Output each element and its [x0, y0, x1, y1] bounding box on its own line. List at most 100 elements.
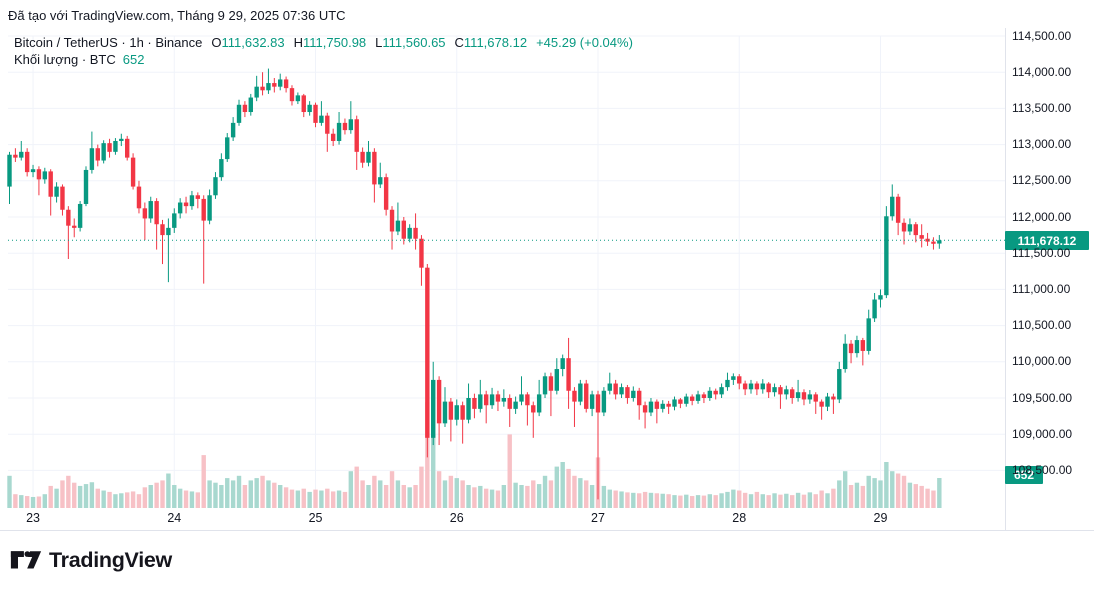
volume-bar — [201, 455, 206, 508]
candle-body — [672, 399, 677, 407]
time-axis-label: 26 — [449, 511, 464, 525]
candle-body — [895, 196, 901, 223]
volume-bar — [266, 480, 271, 508]
volume-bar — [707, 494, 713, 508]
candle-body — [436, 379, 442, 424]
volume-current-value: 652 — [122, 52, 145, 67]
candle-body — [42, 171, 48, 180]
candle-body — [48, 171, 53, 197]
volume-bar — [401, 485, 406, 508]
volume-bar — [931, 490, 936, 508]
volume-bar — [754, 491, 760, 508]
volume-bar — [625, 492, 630, 508]
price-axis-label: 109,500.00 — [1012, 390, 1073, 405]
volume-bar — [183, 490, 189, 508]
volume-bar — [325, 488, 330, 508]
candle-body — [601, 390, 607, 413]
candle-body — [589, 394, 595, 409]
candle-body — [54, 186, 59, 197]
volume-bar — [466, 485, 471, 508]
candle-body — [177, 202, 183, 214]
volume-bar — [501, 485, 507, 508]
open-value: O111,632.83 — [211, 35, 285, 50]
volume-bar — [878, 480, 883, 508]
volume-bar — [925, 488, 930, 508]
volume-label: Khối lượng · BTC — [14, 52, 116, 67]
candle-body — [613, 383, 618, 395]
volume-bar — [866, 475, 871, 508]
volume-bar — [790, 495, 795, 508]
volume-bar — [831, 488, 836, 508]
close-value: C111,678.12 — [454, 35, 528, 50]
candle-body — [130, 157, 136, 187]
candle-body — [725, 379, 730, 388]
tradingview-logo-icon — [10, 550, 42, 569]
volume-bar — [548, 480, 554, 508]
volume-bar — [319, 490, 324, 508]
candle-body — [272, 83, 277, 87]
volume-bar — [372, 475, 377, 508]
price-axis-separator — [1005, 28, 1006, 530]
candle-body — [707, 390, 713, 398]
volume-bar — [489, 489, 495, 508]
volume-bar — [825, 493, 830, 508]
current-volume-badge: 652 — [1005, 466, 1043, 484]
candle-body — [7, 154, 12, 187]
candle-body — [125, 138, 130, 158]
volume-bar — [631, 492, 636, 508]
current-price-badge: 111,678.12 — [1005, 231, 1089, 250]
candle-body — [807, 394, 813, 400]
tradingview-logo[interactable]: TradingView — [10, 548, 172, 573]
candle-body — [519, 394, 524, 402]
candle-body — [795, 392, 801, 398]
candle-body — [731, 376, 736, 380]
candle-body — [242, 104, 248, 113]
volume-bar — [431, 434, 436, 508]
candle-body — [431, 379, 436, 438]
candle-body — [713, 390, 718, 395]
candle-body — [254, 86, 259, 98]
symbol-title[interactable]: Bitcoin / TetherUS · 1h · Binance — [14, 35, 203, 50]
volume-bar — [95, 488, 100, 508]
candle-body — [719, 387, 724, 395]
change-value: +45.29 (+0.04%) — [536, 35, 633, 50]
volume-bar — [60, 480, 65, 508]
volume-bar — [601, 485, 607, 508]
candle-body — [801, 392, 807, 400]
candle-body — [890, 196, 895, 217]
volume-bar — [148, 485, 153, 508]
candle-body — [230, 122, 236, 138]
candle-body — [307, 104, 312, 113]
candle-body — [925, 238, 930, 242]
volume-bar — [572, 475, 577, 508]
candle-body — [260, 86, 265, 91]
candle-body — [301, 95, 306, 113]
candle-body — [595, 394, 601, 413]
volume-bar — [242, 485, 248, 508]
volume-bar — [854, 482, 860, 508]
candle-body — [642, 405, 648, 413]
volume-bar — [737, 490, 742, 508]
volume-bar — [442, 480, 448, 508]
volume-bar — [107, 491, 112, 508]
volume-bar — [884, 462, 889, 508]
candle-body — [24, 151, 30, 173]
volume-bar — [160, 480, 165, 508]
candle-body — [460, 405, 465, 420]
candle-body — [778, 387, 783, 395]
time-axis[interactable] — [0, 508, 1005, 530]
volume-bar — [890, 471, 895, 508]
volume-bar — [860, 485, 866, 508]
price-axis-label: 111,500.00 — [1012, 245, 1071, 260]
candle-body — [848, 343, 854, 354]
volume-bar — [136, 494, 142, 508]
candle-body — [219, 159, 224, 178]
candle-body — [501, 398, 507, 402]
candle-body — [166, 227, 171, 236]
volume-bar — [483, 488, 489, 508]
candle-body — [754, 383, 760, 390]
candle-body — [419, 238, 424, 268]
volume-bar — [125, 492, 130, 508]
volume-bar — [278, 485, 283, 508]
